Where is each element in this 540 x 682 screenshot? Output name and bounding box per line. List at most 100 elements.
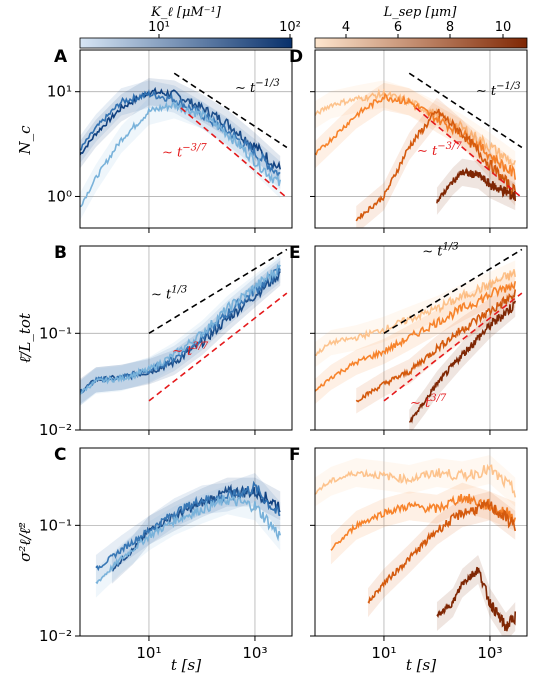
panel-F: 10¹ 10³ F <box>289 445 528 662</box>
series-line <box>315 281 517 392</box>
colorbar-tick-label: 10¹ <box>148 20 170 35</box>
annotation: ∼ t1/3 <box>422 242 458 260</box>
colorbar-orange: 4 6 8 10 L_sep [μm] <box>314 5 528 49</box>
series-line <box>315 463 517 498</box>
series-band <box>95 485 281 598</box>
series-line <box>95 494 282 585</box>
annotation: ∼ t3/7 <box>172 341 209 359</box>
axes-frame <box>79 49 293 229</box>
colorbar-tick-label: 8 <box>446 20 454 35</box>
x-tick-label: 10³ <box>477 644 502 662</box>
series-line <box>80 89 281 180</box>
x-ticks <box>148 228 256 233</box>
panel-B: ∼ t1/3 ∼ t3/7 10⁻² 10⁻¹ B <box>39 243 293 439</box>
axes-frame <box>314 447 528 637</box>
annotation: ∼ t1/3 <box>151 284 187 302</box>
ref-line-black <box>408 72 523 149</box>
grid <box>80 50 292 228</box>
series-band <box>80 91 281 221</box>
plot-area <box>80 248 288 406</box>
y-tick-label: 10⁻¹ <box>39 324 72 342</box>
y-ticks: 10⁰ 10¹ <box>47 83 80 205</box>
ref-line-red <box>180 107 288 199</box>
series-line <box>80 270 281 393</box>
series-line <box>409 300 517 424</box>
series-line <box>436 566 517 632</box>
series-band <box>80 254 281 406</box>
panel-letter: D <box>289 47 303 67</box>
plot-area <box>95 473 282 598</box>
annotation: ∼ t−3/7 <box>162 142 207 160</box>
y-ticks <box>310 332 315 431</box>
panel-letter: F <box>289 445 301 465</box>
x-axis-label-right: t [s] <box>406 656 436 674</box>
panel-letter: C <box>54 445 66 465</box>
colorbar-gradient <box>79 37 293 49</box>
x-ticks <box>383 430 491 435</box>
series-line <box>315 269 517 357</box>
ref-line-red <box>415 107 523 199</box>
series-band <box>330 482 516 565</box>
x-ticks: 10¹ 10³ <box>371 636 503 662</box>
panel-letter: B <box>54 243 67 263</box>
grid <box>80 448 292 636</box>
plot-area <box>315 248 523 430</box>
plot-area <box>315 455 517 636</box>
x-tick-label: 10³ <box>242 644 267 662</box>
annotation: ∼ t−1/3 <box>235 78 280 96</box>
series-band <box>80 260 281 405</box>
x-tick-label: 10¹ <box>371 644 396 662</box>
panel-A: ∼ t−1/3 ∼ t−3/7 10⁰ 10¹ A <box>47 47 293 233</box>
axes-frame <box>314 245 528 431</box>
colorbar-label: K_ℓ [μM⁻¹] <box>150 5 222 20</box>
y-tick-label: 10⁻² <box>39 627 72 645</box>
series-band <box>80 80 281 189</box>
y-tick-label: 10¹ <box>47 83 72 101</box>
x-ticks <box>148 430 256 435</box>
colorbar-label: L_sep [μm] <box>383 5 458 20</box>
annotation: ∼ t−1/3 <box>476 81 521 99</box>
y-axis-label-bot: σ²ℓ/ℓ̄² <box>16 522 34 562</box>
series-band <box>315 260 516 368</box>
y-ticks: 10⁻² 10⁻¹ <box>39 516 80 645</box>
panel-letter: A <box>54 47 68 67</box>
y-ticks <box>310 91 315 197</box>
grid <box>80 246 292 430</box>
colorbar-blue: 10¹ 10² K_ℓ [μM⁻¹] <box>79 5 301 49</box>
series-line <box>80 263 281 395</box>
x-ticks <box>383 228 491 233</box>
series-band <box>80 257 281 406</box>
annotation: ∼ t3/7 <box>410 393 447 411</box>
series-line <box>95 480 281 572</box>
series-band <box>436 158 516 215</box>
y-tick-label: 10⁻¹ <box>39 516 72 534</box>
plot-area <box>80 72 288 221</box>
y-tick-label: 10⁰ <box>47 187 72 205</box>
ref-line-black <box>383 248 523 334</box>
x-ticks: 10¹ 10³ <box>136 636 268 662</box>
series-band <box>111 477 281 584</box>
ref-line-red <box>148 292 288 402</box>
y-ticks <box>310 524 315 637</box>
series-line <box>315 92 517 180</box>
y-axis-label-mid: ℓ̄/L_tot <box>16 312 34 363</box>
y-ticks: 10⁻² 10⁻¹ <box>39 324 80 439</box>
ref-line-black <box>148 248 288 334</box>
series-band <box>315 270 516 405</box>
axes-frame <box>79 245 293 431</box>
x-tick-label: 10¹ <box>136 644 161 662</box>
colorbar-gradient <box>314 37 528 49</box>
series-band <box>368 491 516 618</box>
panel-D: ∼ t−1/3 ∼ t−3/7 D <box>289 47 528 233</box>
y-axis-label-top: N_c <box>16 125 34 156</box>
grid <box>315 246 527 430</box>
axes-frame <box>79 447 293 637</box>
x-axis-label-left: t [s] <box>171 656 201 674</box>
series-band <box>315 80 516 179</box>
series-line <box>80 100 282 208</box>
colorbar-tick-label: 10² <box>279 20 301 35</box>
axes-frame <box>314 49 528 229</box>
colorbar-tick-label: 6 <box>394 20 402 35</box>
panel-E: ∼ t1/3 ∼ t3/7 E <box>289 242 528 435</box>
